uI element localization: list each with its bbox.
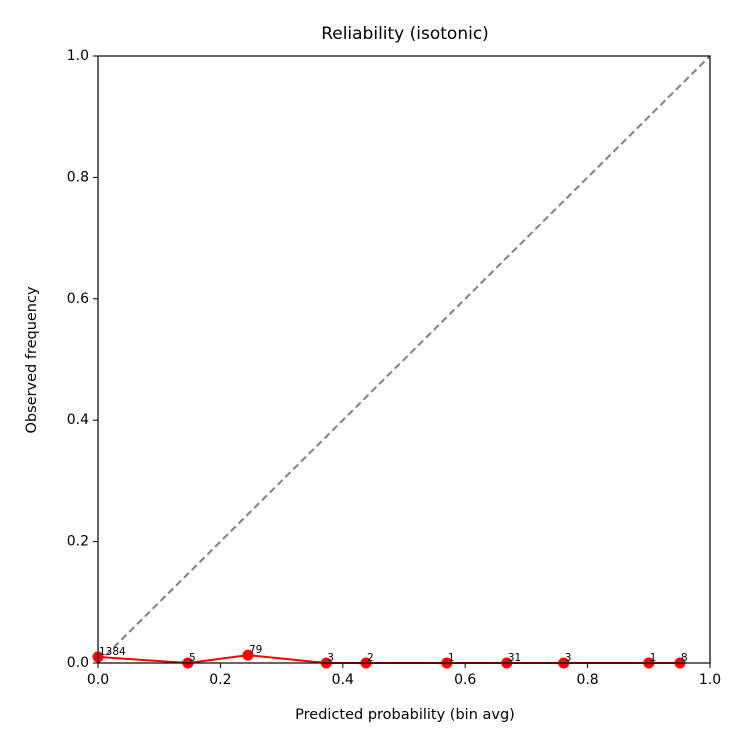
count-label: 1 [448,652,455,664]
x-tick-label: 0.4 [332,672,354,688]
plot-frame [97,55,711,664]
count-label: 31 [508,652,521,664]
x-tick-label: 0.6 [454,672,476,688]
x-tick-label: 0.0 [87,672,109,688]
count-label: 8 [681,652,688,664]
reference-line [97,55,711,664]
y-tick-label: 0.2 [67,534,89,550]
count-label: 1384 [99,646,126,658]
x-axis-label: Predicted probability (bin avg) [295,707,515,723]
count-label: 3 [327,652,334,664]
point [242,649,254,661]
y-tick-label: 0.6 [67,291,89,307]
count-label: 2 [367,652,374,664]
y-tick-label: 1.0 [67,48,89,64]
count-label: 1 [650,652,657,664]
y-axis-label: Observed frequency [24,286,40,434]
x-tick-label: 1.0 [699,672,721,688]
y-tick-label: 0.0 [67,655,89,671]
count-label: 79 [249,644,262,656]
count-label: 3 [565,652,572,664]
y-tick-label: 0.8 [67,169,89,185]
x-tick-label: 0.2 [209,672,231,688]
count-label: 5 [189,652,196,664]
y-tick-label: 0.4 [67,412,89,428]
x-tick-label: 0.8 [576,672,598,688]
chart-title: Reliability (isotonic) [321,24,489,44]
